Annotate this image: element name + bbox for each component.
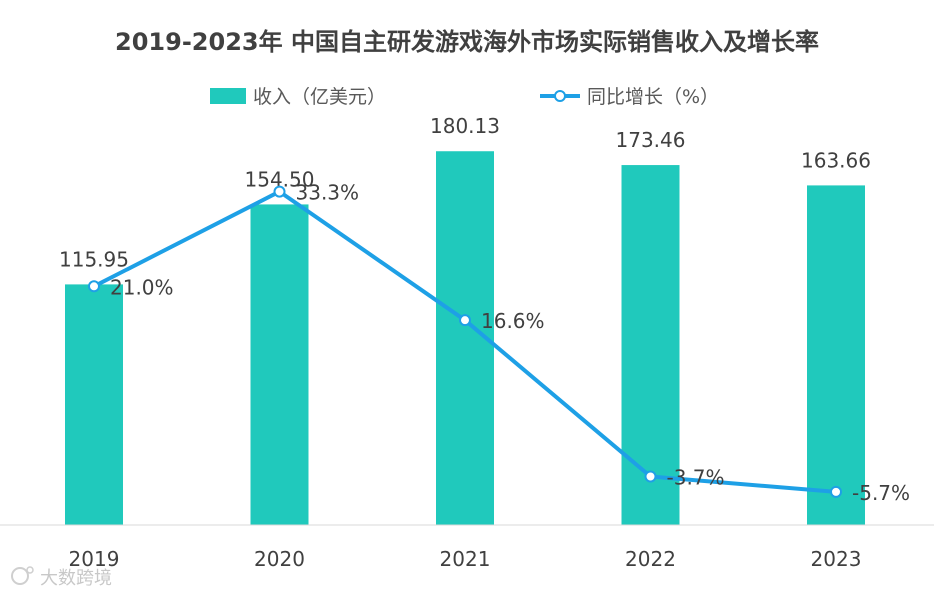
legend-bar-swatch bbox=[210, 88, 246, 104]
legend-line-marker bbox=[555, 91, 565, 101]
watermark-logo-icon bbox=[12, 568, 28, 584]
bar-series bbox=[65, 151, 865, 525]
line-series: 21.0% 33.3% 16.6% -3.7% -5.7% bbox=[89, 181, 910, 505]
growth-label-2022: -3.7% bbox=[667, 465, 725, 489]
growth-point-2019 bbox=[89, 281, 99, 291]
growth-label-2020: 33.3% bbox=[296, 181, 360, 205]
growth-point-2020 bbox=[275, 187, 285, 197]
growth-point-2023 bbox=[831, 487, 841, 497]
watermark-logo-dot-icon bbox=[27, 567, 33, 573]
bar-2023 bbox=[807, 185, 865, 525]
growth-label-2021: 16.6% bbox=[481, 309, 545, 333]
legend-line-label: 同比增长（%） bbox=[587, 86, 719, 108]
bar-value-label-2019: 115.95 bbox=[59, 247, 129, 271]
chart: 2019-2023年 中国自主研发游戏海外市场实际销售收入及增长率 收入（亿美元… bbox=[0, 0, 934, 594]
growth-point-2021 bbox=[460, 315, 470, 325]
legend: 收入（亿美元） 同比增长（%） bbox=[210, 86, 719, 108]
watermark-text: 大数跨境 bbox=[40, 568, 112, 589]
legend-bar-label: 收入（亿美元） bbox=[253, 86, 386, 108]
bar-value-label-2023: 163.66 bbox=[801, 148, 871, 172]
x-axis-ticks: 2019 2020 2021 2022 2023 bbox=[69, 547, 862, 571]
watermark: 大数跨境 bbox=[12, 567, 112, 589]
chart-title: 2019-2023年 中国自主研发游戏海外市场实际销售收入及增长率 bbox=[115, 28, 819, 56]
growth-label-2023: -5.7% bbox=[852, 481, 910, 505]
bar-2020 bbox=[251, 204, 309, 525]
bar-2019 bbox=[65, 284, 123, 525]
x-tick-label-2020: 2020 bbox=[254, 547, 305, 571]
bar-value-label-2021: 180.13 bbox=[430, 114, 500, 138]
bar-value-label-2022: 173.46 bbox=[616, 128, 686, 152]
x-tick-label-2023: 2023 bbox=[811, 547, 862, 571]
x-tick-label-2022: 2022 bbox=[625, 547, 676, 571]
x-tick-label-2021: 2021 bbox=[440, 547, 491, 571]
growth-label-2019: 21.0% bbox=[110, 275, 174, 299]
growth-point-2022 bbox=[646, 471, 656, 481]
